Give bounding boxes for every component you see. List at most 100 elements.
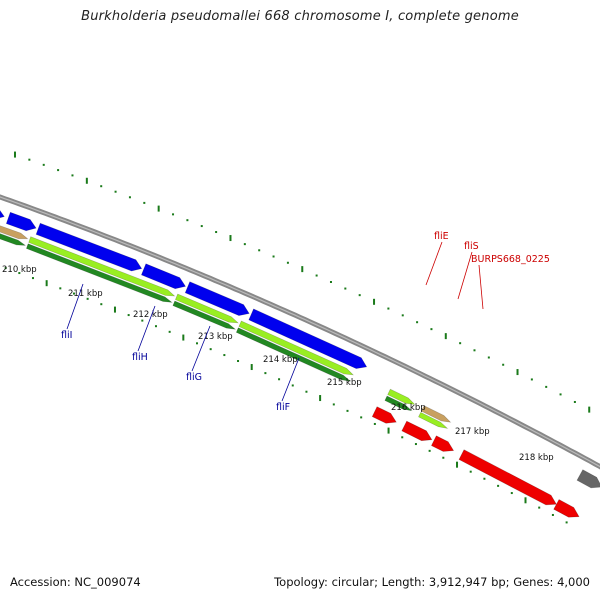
outer-tick	[373, 298, 376, 305]
outer-tick	[157, 205, 160, 212]
kbp-label: 217 kbp	[455, 427, 490, 437]
inner-tick	[387, 427, 390, 434]
inner-tick	[113, 306, 116, 313]
reverse-cds	[371, 406, 397, 424]
inner-tick	[72, 292, 75, 295]
inner-tick	[319, 395, 322, 402]
outer-tick	[258, 249, 261, 252]
outer-tick	[459, 342, 462, 345]
gene-feature	[175, 293, 239, 324]
inner-tick	[414, 443, 417, 446]
outer-tick	[71, 174, 74, 177]
kbp-label: 214 kbp	[263, 355, 298, 365]
forward-cds	[184, 281, 250, 316]
leader-line	[281, 357, 300, 402]
gene-feature	[235, 327, 352, 382]
reverse-cds	[458, 449, 557, 506]
forward-cds	[248, 308, 368, 369]
reverse-cds	[430, 435, 455, 452]
outer-tick	[545, 385, 548, 388]
inner-tick	[332, 403, 335, 406]
inner-tick	[264, 372, 267, 375]
outer-tick	[200, 225, 203, 228]
inner-tick	[483, 477, 486, 480]
inner-tick	[360, 416, 363, 419]
inner-tick	[45, 280, 48, 287]
outer-tick	[186, 219, 189, 222]
inner-tick	[401, 436, 404, 439]
outer-tick	[42, 163, 45, 166]
kbp-label: 210 kbp	[2, 265, 37, 275]
kbp-label: 218 kbp	[519, 453, 554, 463]
forward-cds	[0, 209, 5, 219]
outer-tick	[301, 266, 304, 273]
forward-cds	[141, 263, 186, 290]
outer-tick	[387, 307, 390, 310]
inner-tick	[291, 384, 294, 387]
outer-tick	[229, 235, 232, 242]
inner-tick	[524, 497, 527, 504]
outer-tick	[502, 363, 505, 366]
inner-tick	[168, 330, 171, 333]
outer-tick	[143, 201, 146, 204]
inner-tick	[346, 409, 349, 412]
leader-line	[191, 325, 211, 372]
inner-tick	[373, 422, 376, 425]
outer-tick	[444, 333, 447, 340]
outer-tick	[473, 349, 476, 352]
inner-tick	[278, 378, 281, 381]
outer-tick	[573, 400, 576, 403]
inner-tick	[250, 364, 253, 371]
outer-tick	[100, 185, 103, 188]
gene-feature	[172, 300, 237, 330]
gene-feature	[420, 405, 452, 423]
leader-line	[137, 305, 156, 352]
kbp-label: 212 kbp	[133, 310, 168, 320]
inner-tick	[442, 456, 445, 459]
gene-label: fliI	[61, 330, 72, 341]
outer-tick	[57, 169, 60, 172]
gene-feature	[26, 243, 173, 303]
inner-tick	[154, 325, 157, 328]
inner-tick	[31, 277, 34, 280]
gene-label: fliS	[464, 241, 479, 252]
inner-tick	[510, 492, 513, 495]
inner-tick	[538, 506, 541, 509]
accession-text: Accession: NC_009074	[10, 575, 141, 589]
kbp-label: 215 kbp	[327, 378, 362, 388]
outer-tick	[315, 274, 318, 277]
gene-label: fliH	[132, 352, 148, 363]
gene-feature	[28, 236, 176, 297]
inner-tick	[237, 360, 240, 363]
tick-ring	[4, 151, 591, 524]
other-feature	[576, 469, 600, 489]
outer-tick	[85, 177, 88, 184]
outer-tick	[272, 255, 275, 258]
outer-tick	[13, 151, 16, 158]
inner-tick	[196, 342, 199, 345]
outer-tick	[172, 213, 175, 216]
gene-feature	[384, 395, 413, 412]
gene-label: fliE	[434, 231, 449, 242]
gene-feature	[0, 233, 27, 246]
kbp-label: 216 kbp	[391, 403, 426, 413]
inner-tick	[456, 461, 459, 468]
feature-track	[0, 209, 600, 518]
gene-feature	[387, 388, 416, 405]
outer-tick	[286, 261, 289, 264]
backbone-highlight	[0, 196, 600, 468]
outer-tick	[28, 158, 31, 161]
leader-line	[425, 241, 443, 286]
outer-tick	[215, 231, 218, 234]
outer-tick	[559, 393, 562, 396]
outer-tick	[128, 196, 131, 199]
backbone	[0, 194, 600, 470]
outer-tick	[344, 287, 347, 290]
inner-tick	[551, 513, 554, 516]
forward-cds	[35, 222, 143, 272]
leader-line	[478, 264, 484, 310]
genome-summary: Topology: circular; Length: 3,912,947 bp…	[274, 575, 590, 589]
gene-feature	[418, 411, 449, 429]
inner-tick	[469, 470, 472, 473]
